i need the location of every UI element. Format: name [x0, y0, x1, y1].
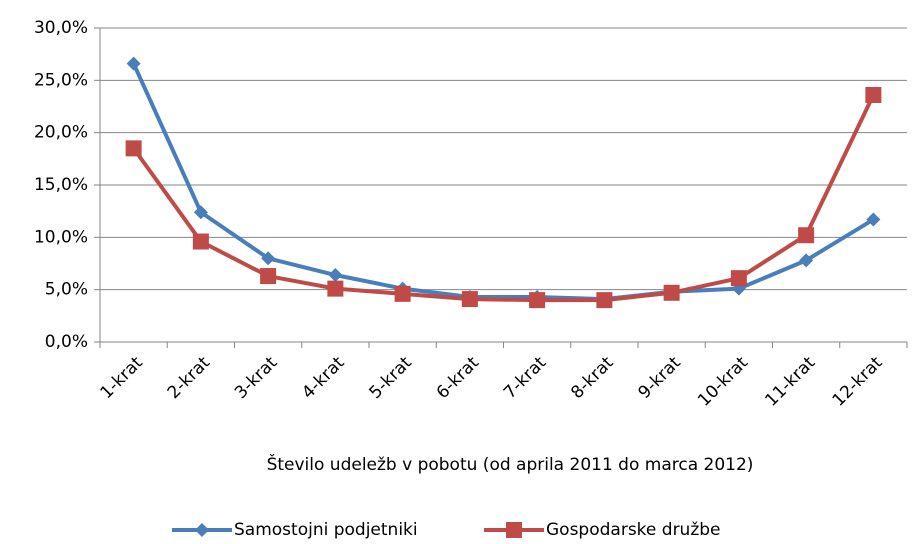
data-point — [865, 86, 882, 103]
y-tick-label: 0,0% — [45, 332, 88, 352]
y-tick-label: 5,0% — [45, 280, 88, 300]
x-tick-label: 9-krat — [635, 353, 685, 403]
data-point — [327, 280, 344, 297]
data-point — [529, 292, 546, 309]
y-tick-label: 20,0% — [34, 123, 88, 143]
data-point — [663, 284, 680, 301]
x-tick-label: 1-krat — [97, 353, 147, 403]
data-point — [328, 268, 343, 283]
data-point — [730, 270, 747, 287]
legend-marker — [506, 522, 522, 538]
data-point — [125, 140, 142, 157]
data-point — [866, 212, 881, 227]
legend-marker — [195, 523, 209, 537]
x-tick-label: 2-krat — [164, 353, 214, 403]
data-point — [261, 251, 276, 266]
data-point — [260, 268, 277, 285]
data-point — [126, 56, 141, 71]
y-tick-label: 25,0% — [34, 70, 88, 90]
y-tick-label: 10,0% — [34, 227, 88, 247]
x-tick-label: 6-krat — [433, 353, 483, 403]
y-tick-label: 15,0% — [34, 175, 88, 195]
x-tick-label: 7-krat — [500, 353, 550, 403]
x-axis-title: Število udeležb v pobotu (od aprila 2011… — [267, 453, 754, 475]
x-tick-label: 11-krat — [761, 353, 819, 411]
x-tick-label: 5-krat — [366, 353, 416, 403]
data-point — [192, 233, 209, 250]
y-tick-label: 30,0% — [34, 18, 88, 38]
data-point — [596, 292, 613, 309]
x-tick-label: 10-krat — [694, 353, 752, 411]
data-point — [461, 291, 478, 308]
x-tick-label: 12-krat — [829, 353, 887, 411]
legend-label: Gospodarske družbe — [546, 520, 721, 540]
x-tick-label: 8-krat — [567, 353, 617, 403]
data-point — [798, 227, 815, 244]
series-line — [132, 94, 876, 303]
x-tick-label: 3-krat — [231, 353, 281, 403]
series-line — [131, 62, 875, 302]
data-point — [394, 285, 411, 302]
data-point — [193, 205, 208, 220]
data-point — [799, 253, 814, 268]
x-tick-label: 4-krat — [298, 353, 348, 403]
legend-label: Samostojni podjetniki — [234, 520, 418, 540]
